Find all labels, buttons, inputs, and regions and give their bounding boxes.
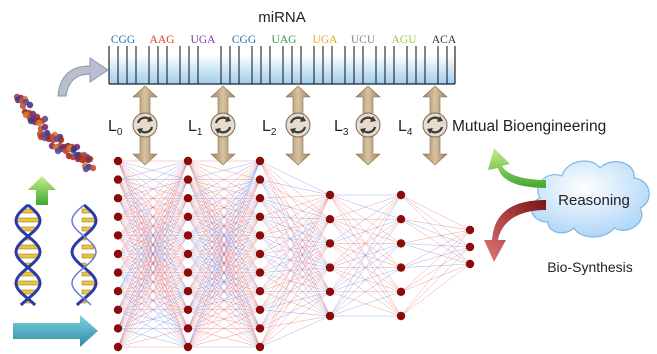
green-curved-arrow-icon	[488, 148, 546, 188]
reasoning-cloud: Reasoning	[531, 160, 650, 238]
network-node	[255, 156, 265, 166]
cycle-icon	[355, 112, 381, 138]
network-node	[396, 263, 406, 272]
network-node	[113, 268, 123, 277]
network-node	[396, 311, 406, 321]
network-node	[113, 175, 123, 184]
network-node	[325, 263, 335, 272]
codon-label: UGA	[313, 34, 339, 46]
right-arrow-icon	[13, 315, 98, 347]
protein-molecule-icon	[13, 93, 97, 173]
layer-label: L3	[334, 118, 349, 138]
network-node	[465, 242, 475, 252]
layer-label: L4	[398, 118, 413, 138]
network-node	[255, 268, 265, 277]
network-node	[255, 249, 265, 259]
network-node	[113, 156, 123, 166]
network-node	[183, 324, 193, 333]
bidirectional-arrow-icon	[210, 85, 236, 166]
network-node	[183, 287, 193, 296]
codon-label: CGG	[111, 34, 135, 46]
codon-label: UAG	[272, 34, 297, 46]
network-node	[396, 215, 406, 224]
network-node	[183, 305, 193, 314]
network-node	[255, 175, 265, 184]
network-node	[325, 190, 335, 200]
network-node	[113, 305, 123, 314]
reasoning-label: Reasoning	[558, 192, 630, 209]
network-node	[465, 225, 475, 235]
codon-label: CGG	[232, 34, 256, 46]
mirna-title: miRNA	[258, 9, 306, 26]
network-node	[325, 215, 335, 224]
up-arrow-icon	[28, 176, 56, 205]
network-node	[325, 311, 335, 321]
network-node	[183, 194, 193, 203]
network-node	[113, 231, 123, 240]
network-node	[183, 268, 193, 277]
network-node	[183, 156, 193, 166]
network-node	[183, 175, 193, 184]
network-node	[396, 239, 406, 248]
network-node	[255, 194, 265, 203]
layer-label: L1	[188, 118, 203, 138]
network-node	[183, 249, 193, 259]
codon-label: AAG	[150, 34, 175, 46]
dna-double-helix-icon	[14, 203, 42, 307]
bio-synthesis-label: Bio-Synthesis	[547, 259, 633, 275]
layer-label: L2	[262, 118, 277, 138]
cycle-icon	[285, 112, 311, 138]
codon-label: AGU	[392, 34, 418, 46]
bidirectional-arrow-icon	[132, 85, 158, 166]
bidirectional-arrow-icon	[285, 85, 311, 166]
bidirectional-arrow-icon	[355, 85, 381, 166]
network-node	[255, 287, 265, 296]
network-node	[113, 194, 123, 203]
network-node	[465, 259, 475, 269]
network-node	[255, 305, 265, 314]
cycle-icon	[210, 112, 236, 138]
codon-labels: CGG AAG UGA CGG UAG UGA UCU AGU ACA	[111, 34, 457, 46]
network-node	[113, 249, 123, 259]
network-node	[113, 212, 123, 221]
curved-arrow-icon	[57, 57, 109, 97]
network-node	[113, 324, 123, 333]
network-node	[113, 342, 123, 352]
network-node	[255, 212, 265, 221]
network-node	[183, 212, 193, 221]
cycle-icon	[132, 112, 158, 138]
codon-label: UCU	[351, 34, 376, 46]
bidirectional-arrow-icon	[422, 85, 448, 166]
network-node	[325, 287, 335, 296]
dna-single-strand-icon	[70, 203, 98, 307]
mutual-bioengineering-label: Mutual Bioengineering	[452, 118, 606, 135]
network-node	[255, 342, 265, 352]
codon-label: UGA	[191, 34, 217, 46]
network-node	[183, 342, 193, 352]
network-node	[325, 239, 335, 248]
mirna-strand	[108, 46, 456, 85]
network-nodes	[113, 156, 475, 352]
network-node	[255, 324, 265, 333]
network-node	[183, 231, 193, 240]
layer-label: L0	[108, 118, 123, 138]
network-node	[255, 231, 265, 240]
cycle-icon	[422, 112, 448, 138]
network-edges	[117, 160, 471, 348]
codon-label: ACA	[432, 34, 457, 46]
red-curved-arrow-icon	[484, 200, 546, 262]
network-node	[396, 287, 406, 296]
network-node	[113, 287, 123, 296]
network-node	[396, 190, 406, 200]
